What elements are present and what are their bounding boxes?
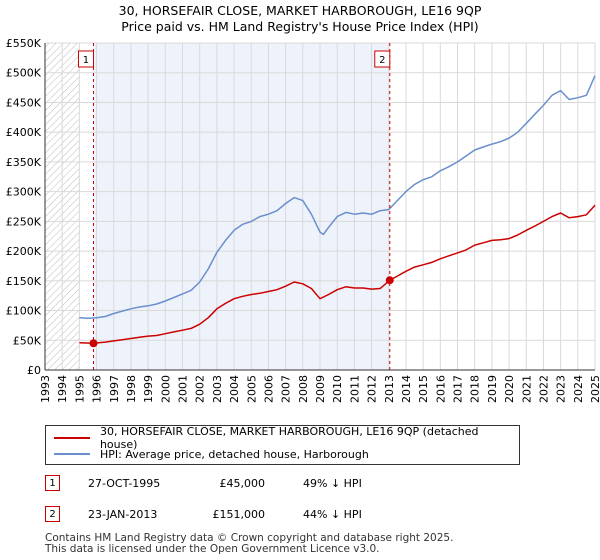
x-tick-label: 2011 [348,375,361,403]
y-tick-label: £550K [6,37,42,50]
y-tick-label: £50K [13,334,42,347]
x-tick-label: 2008 [297,375,310,403]
sale-marker-box [374,50,391,68]
sale-row-1: 1 27-OCT-1995 £45,000 49% ↓ HPI [45,473,445,493]
y-tick-label: £400K [6,126,42,139]
hpi-series-line [79,75,596,320]
sale-badge: 2 [45,506,60,522]
x-tick-label: 2016 [434,375,447,403]
sale-marker-label: 1 [83,55,89,66]
x-tick-label: 2009 [314,375,327,403]
x-tick-label: 2024 [572,375,585,403]
x-tick-label: 2007 [280,375,293,403]
y-tick-label: £150K [6,275,42,288]
sale-price: £45,000 [219,476,266,490]
legend-swatch-hpi [54,453,90,455]
sale-point [385,276,394,285]
x-tick-label: 2019 [486,375,499,403]
sale-hpi-change: 49% ↓ HPI [303,476,362,490]
x-tick-label: 2021 [520,375,533,403]
x-tick-label: 2010 [331,375,344,403]
chart-title: 30, HORSEFAIR CLOSE, MARKET HARBOROUGH, … [118,3,482,18]
chart-subtitle: Price paid vs. HM Land Registry's House … [121,19,479,34]
x-tick-label: 2006 [262,375,275,403]
legend-item-hpi: HPI: Average price, detached house, Harb… [54,446,369,462]
chart-legend: 30, HORSEFAIR CLOSE, MARKET HARBOROUGH, … [45,425,520,465]
footer-licence: This data is licensed under the Open Gov… [45,543,380,555]
x-tick-label: 2000 [159,375,172,403]
sale-row-2: 2 23-JAN-2013 £151,000 44% ↓ HPI [45,504,445,524]
x-tick-label: 2020 [503,375,516,403]
y-tick-label: £200K [6,245,42,258]
x-tick-label: 2003 [211,375,224,403]
y-tick-label: £450K [6,96,42,109]
y-tick-label: £0 [27,364,41,377]
sale-marker-label: 2 [379,55,385,66]
x-tick-label: 1994 [56,375,69,403]
x-tick-label: 2017 [452,375,465,403]
y-tick-label: £100K [6,305,42,318]
x-tick-label: 1993 [39,375,52,403]
x-tick-label: 2018 [469,375,482,403]
x-tick-label: 2005 [245,375,258,403]
x-tick-label: 2014 [400,375,413,403]
x-tick-label: 1995 [73,375,86,403]
x-tick-label: 2013 [383,375,396,403]
sale-point [89,339,98,348]
x-tick-label: 2004 [228,375,241,403]
sale-date: 27-OCT-1995 [88,476,161,490]
property-series-line [79,204,596,344]
sale-hpi-change: 44% ↓ HPI [303,507,362,521]
x-tick-label: 1996 [91,375,104,403]
legend-swatch-property [54,437,90,439]
y-tick-label: £250K [6,215,42,228]
x-tick-label: 2002 [194,375,207,403]
legend-label-hpi: HPI: Average price, detached house, Harb… [100,447,369,461]
y-tick-label: £500K [6,67,42,80]
sale-badge: 1 [45,475,60,491]
price-chart: 1 2 £0 £50K £100K £150K £200K £250K £300K £350K £… [6,37,600,403]
x-tick-label: 2023 [555,375,568,403]
sale-marker-box [77,50,94,68]
x-tick-label: 2015 [417,375,430,403]
x-tick-label: 2001 [177,375,190,403]
legend-label-property: 30, HORSEFAIR CLOSE, MARKET HARBOROUGH, … [99,425,479,451]
legend-item-property: 30, HORSEFAIR CLOSE, MARKET HARBOROUGH, … [54,425,519,451]
y-tick-label: £350K [6,156,42,169]
x-tick-label: 1998 [125,375,138,403]
x-tick-label: 2025 [589,375,600,403]
x-tick-label: 1999 [142,375,155,403]
x-tick-label: 2012 [366,375,379,403]
sale-price: £151,000 [212,507,266,521]
y-tick-label: £300K [6,186,42,199]
x-tick-label: 2022 [537,375,550,403]
sale-date: 23-JAN-2013 [88,507,158,521]
x-tick-label: 1997 [108,375,121,403]
footer-copyright: Contains HM Land Registry data © Crown c… [45,532,454,544]
ownership-shade [93,43,390,370]
